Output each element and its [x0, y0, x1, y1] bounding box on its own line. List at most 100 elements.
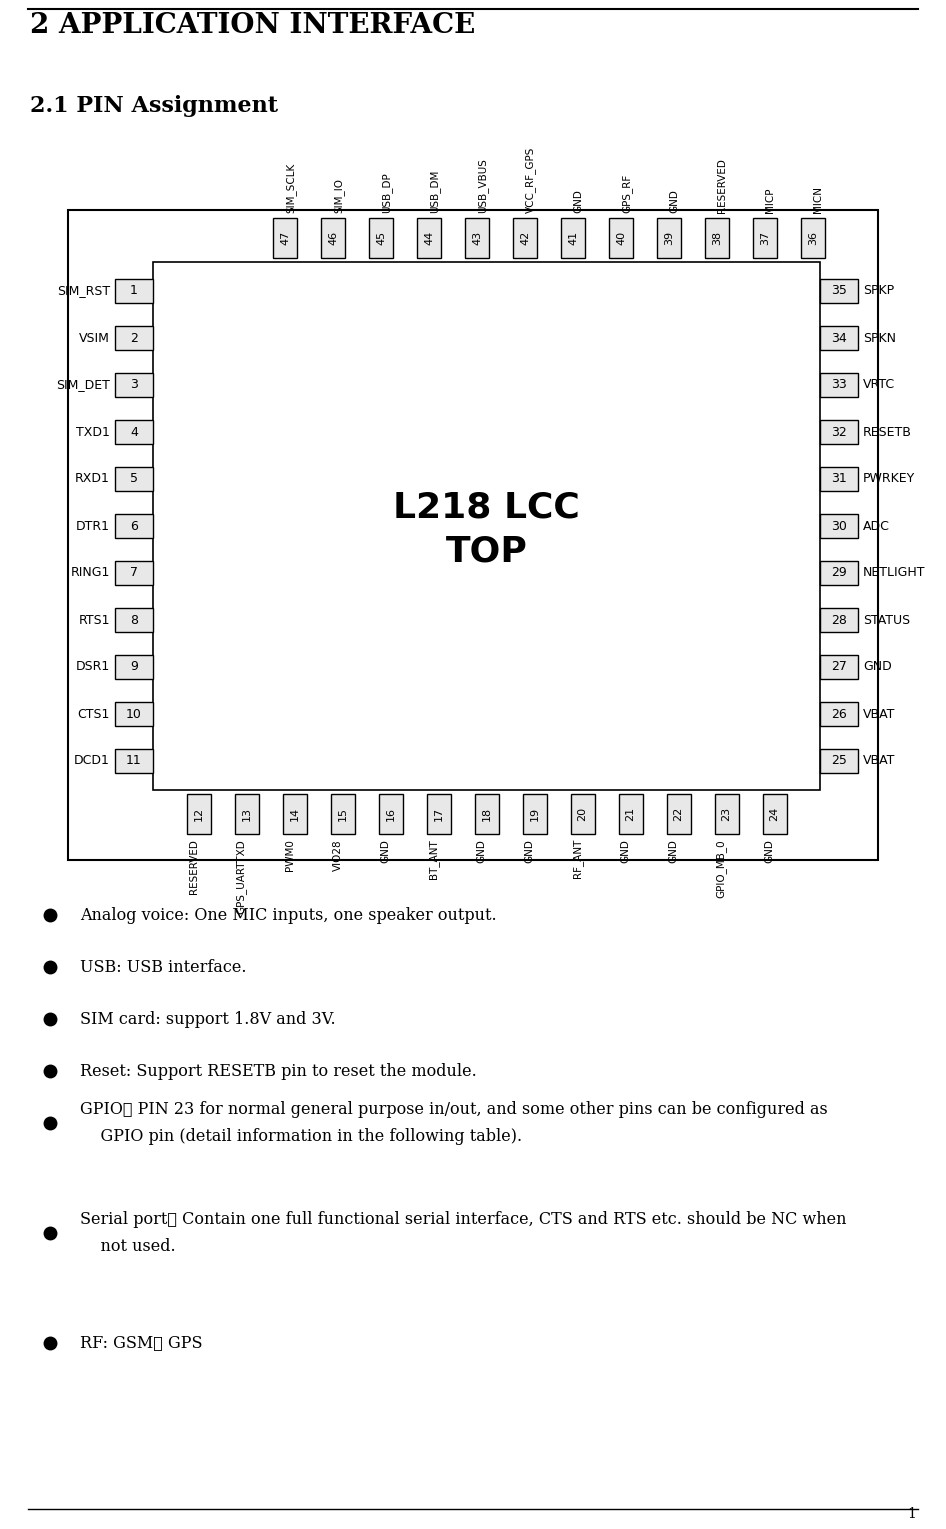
Text: SIM_DET: SIM_DET: [56, 379, 110, 391]
Text: 24: 24: [769, 807, 780, 821]
Text: 45: 45: [376, 231, 386, 245]
Bar: [115, 514, 153, 538]
Text: 33: 33: [832, 379, 847, 391]
Bar: [273, 219, 297, 258]
Text: SIM_SCLK: SIM_SCLK: [285, 162, 296, 213]
Text: 29: 29: [832, 567, 847, 579]
Text: 27: 27: [832, 661, 847, 673]
Text: SIM_RST: SIM_RST: [57, 284, 110, 298]
Text: DSR1: DSR1: [76, 661, 110, 673]
Bar: [714, 794, 739, 833]
Text: PWM0: PWM0: [285, 839, 294, 872]
Text: 21: 21: [625, 807, 636, 821]
Text: 14: 14: [289, 807, 300, 821]
Text: RING1: RING1: [71, 567, 110, 579]
Text: 28: 28: [832, 613, 847, 627]
Bar: [153, 261, 820, 790]
Text: 36: 36: [808, 231, 818, 245]
Text: USB: USB interface.: USB: USB interface.: [80, 959, 247, 976]
Text: 31: 31: [832, 472, 847, 486]
Text: 5: 5: [130, 472, 138, 486]
Text: VBAT: VBAT: [863, 754, 895, 768]
Bar: [115, 278, 153, 303]
Text: 23: 23: [722, 807, 731, 821]
Bar: [570, 794, 594, 833]
Text: 32: 32: [832, 425, 847, 439]
Text: 16: 16: [386, 807, 395, 821]
Text: 47: 47: [280, 231, 290, 245]
Bar: [820, 278, 858, 303]
Text: 25: 25: [832, 754, 847, 768]
Bar: [667, 794, 691, 833]
Text: VIO28: VIO28: [332, 839, 342, 870]
Text: GND: GND: [477, 839, 486, 862]
Text: GND: GND: [764, 839, 775, 862]
Text: 3: 3: [130, 379, 138, 391]
Bar: [753, 219, 777, 258]
Text: GND: GND: [863, 661, 892, 673]
Text: 1: 1: [907, 1508, 916, 1521]
Bar: [378, 794, 402, 833]
Bar: [321, 219, 345, 258]
Bar: [283, 794, 307, 833]
Text: GPIO_MB_0: GPIO_MB_0: [715, 839, 727, 898]
Text: GND: GND: [621, 839, 630, 862]
Text: 42: 42: [520, 231, 530, 245]
Bar: [820, 561, 858, 586]
Bar: [609, 219, 633, 258]
Text: USB_DM: USB_DM: [429, 170, 440, 213]
Text: 20: 20: [577, 807, 587, 821]
Text: 6: 6: [130, 520, 138, 532]
Bar: [235, 794, 258, 833]
Bar: [330, 794, 355, 833]
Bar: [68, 209, 878, 859]
Text: VRTC: VRTC: [863, 379, 895, 391]
Text: RTS1: RTS1: [79, 613, 110, 627]
Bar: [115, 373, 153, 398]
Bar: [820, 749, 858, 774]
Text: GPS_UARTTXD: GPS_UARTTXD: [236, 839, 247, 914]
Text: SPKP: SPKP: [863, 284, 894, 298]
Text: NETLIGHT: NETLIGHT: [863, 567, 925, 579]
Bar: [762, 794, 786, 833]
Text: 37: 37: [760, 231, 770, 245]
Bar: [115, 420, 153, 443]
Text: 30: 30: [832, 520, 847, 532]
Text: 2.1 PIN Assignment: 2.1 PIN Assignment: [30, 95, 278, 118]
Bar: [619, 794, 642, 833]
Text: 11: 11: [126, 754, 142, 768]
Bar: [115, 561, 153, 586]
Text: RESETB: RESETB: [863, 425, 912, 439]
Text: GND: GND: [669, 839, 678, 862]
Text: RF_ANT: RF_ANT: [571, 839, 583, 878]
Text: 26: 26: [832, 708, 847, 720]
Text: 39: 39: [664, 231, 674, 245]
Bar: [115, 466, 153, 491]
Text: DTR1: DTR1: [76, 520, 110, 532]
Text: 43: 43: [472, 231, 482, 245]
Text: USB_DP: USB_DP: [381, 173, 392, 213]
Bar: [657, 219, 681, 258]
Text: 38: 38: [712, 231, 722, 245]
Text: 12: 12: [194, 807, 203, 821]
Bar: [522, 794, 547, 833]
Text: MICN: MICN: [813, 187, 823, 213]
Text: 46: 46: [328, 231, 338, 245]
Text: 8: 8: [130, 613, 138, 627]
Text: CTS1: CTS1: [78, 708, 110, 720]
Text: GPS_RF: GPS_RF: [621, 174, 632, 213]
Bar: [820, 373, 858, 398]
Text: GPIO： PIN 23 for normal general purpose in/out, and some other pins can be confi: GPIO： PIN 23 for normal general purpose …: [80, 1101, 828, 1145]
Bar: [820, 420, 858, 443]
Text: VCC_RF_GPS: VCC_RF_GPS: [525, 147, 535, 213]
Text: 44: 44: [424, 231, 434, 245]
Text: GND: GND: [669, 190, 679, 213]
Bar: [820, 654, 858, 679]
Bar: [186, 794, 211, 833]
Bar: [115, 702, 153, 726]
Text: L218 LCC: L218 LCC: [394, 491, 580, 524]
Text: STATUS: STATUS: [863, 613, 910, 627]
Text: 40: 40: [616, 231, 626, 245]
Text: 13: 13: [241, 807, 252, 821]
Text: GND: GND: [380, 839, 391, 862]
